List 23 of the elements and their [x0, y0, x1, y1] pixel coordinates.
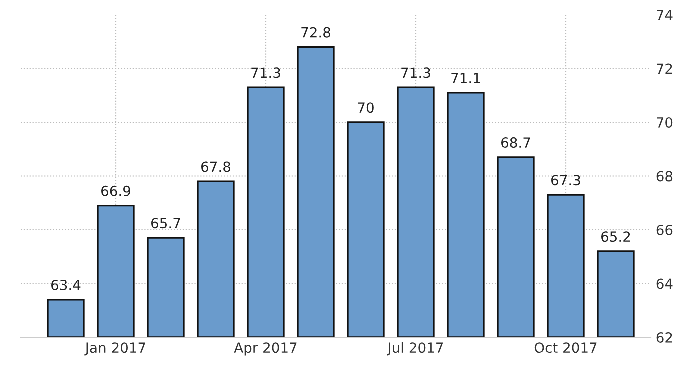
y-tick-label: 64 — [656, 278, 673, 290]
data-label: 71.3 — [402, 68, 430, 78]
data-label: 65.2 — [602, 232, 630, 242]
y-tick-label: 62 — [656, 332, 672, 343]
y-tick-label: 66 — [656, 224, 673, 236]
x-tick-label: Jul 2017 — [387, 342, 444, 356]
y-tick-label: 70 — [657, 117, 673, 128]
data-label: 70 — [358, 102, 374, 114]
y-tick-label: 72 — [657, 64, 672, 74]
data-label: 63.4 — [52, 280, 81, 290]
data-label: 72.8 — [302, 27, 331, 38]
data-label: 67.3 — [552, 175, 580, 186]
x-tick-label: Oct 2017 — [534, 342, 597, 354]
x-tick-label: Apr 2017 — [234, 342, 297, 356]
data-label: 71.1 — [452, 73, 480, 84]
y-tick-label: 74 — [657, 10, 673, 20]
data-label: 65.7 — [152, 218, 180, 229]
x-tick-label: Jan 2017 — [84, 342, 146, 356]
data-label: 71.3 — [252, 68, 280, 78]
data-label: 68.7 — [502, 138, 530, 148]
y-tick-label: 68 — [656, 171, 673, 182]
data-label: 66.9 — [102, 186, 130, 196]
data-label: 67.8 — [202, 162, 231, 172]
